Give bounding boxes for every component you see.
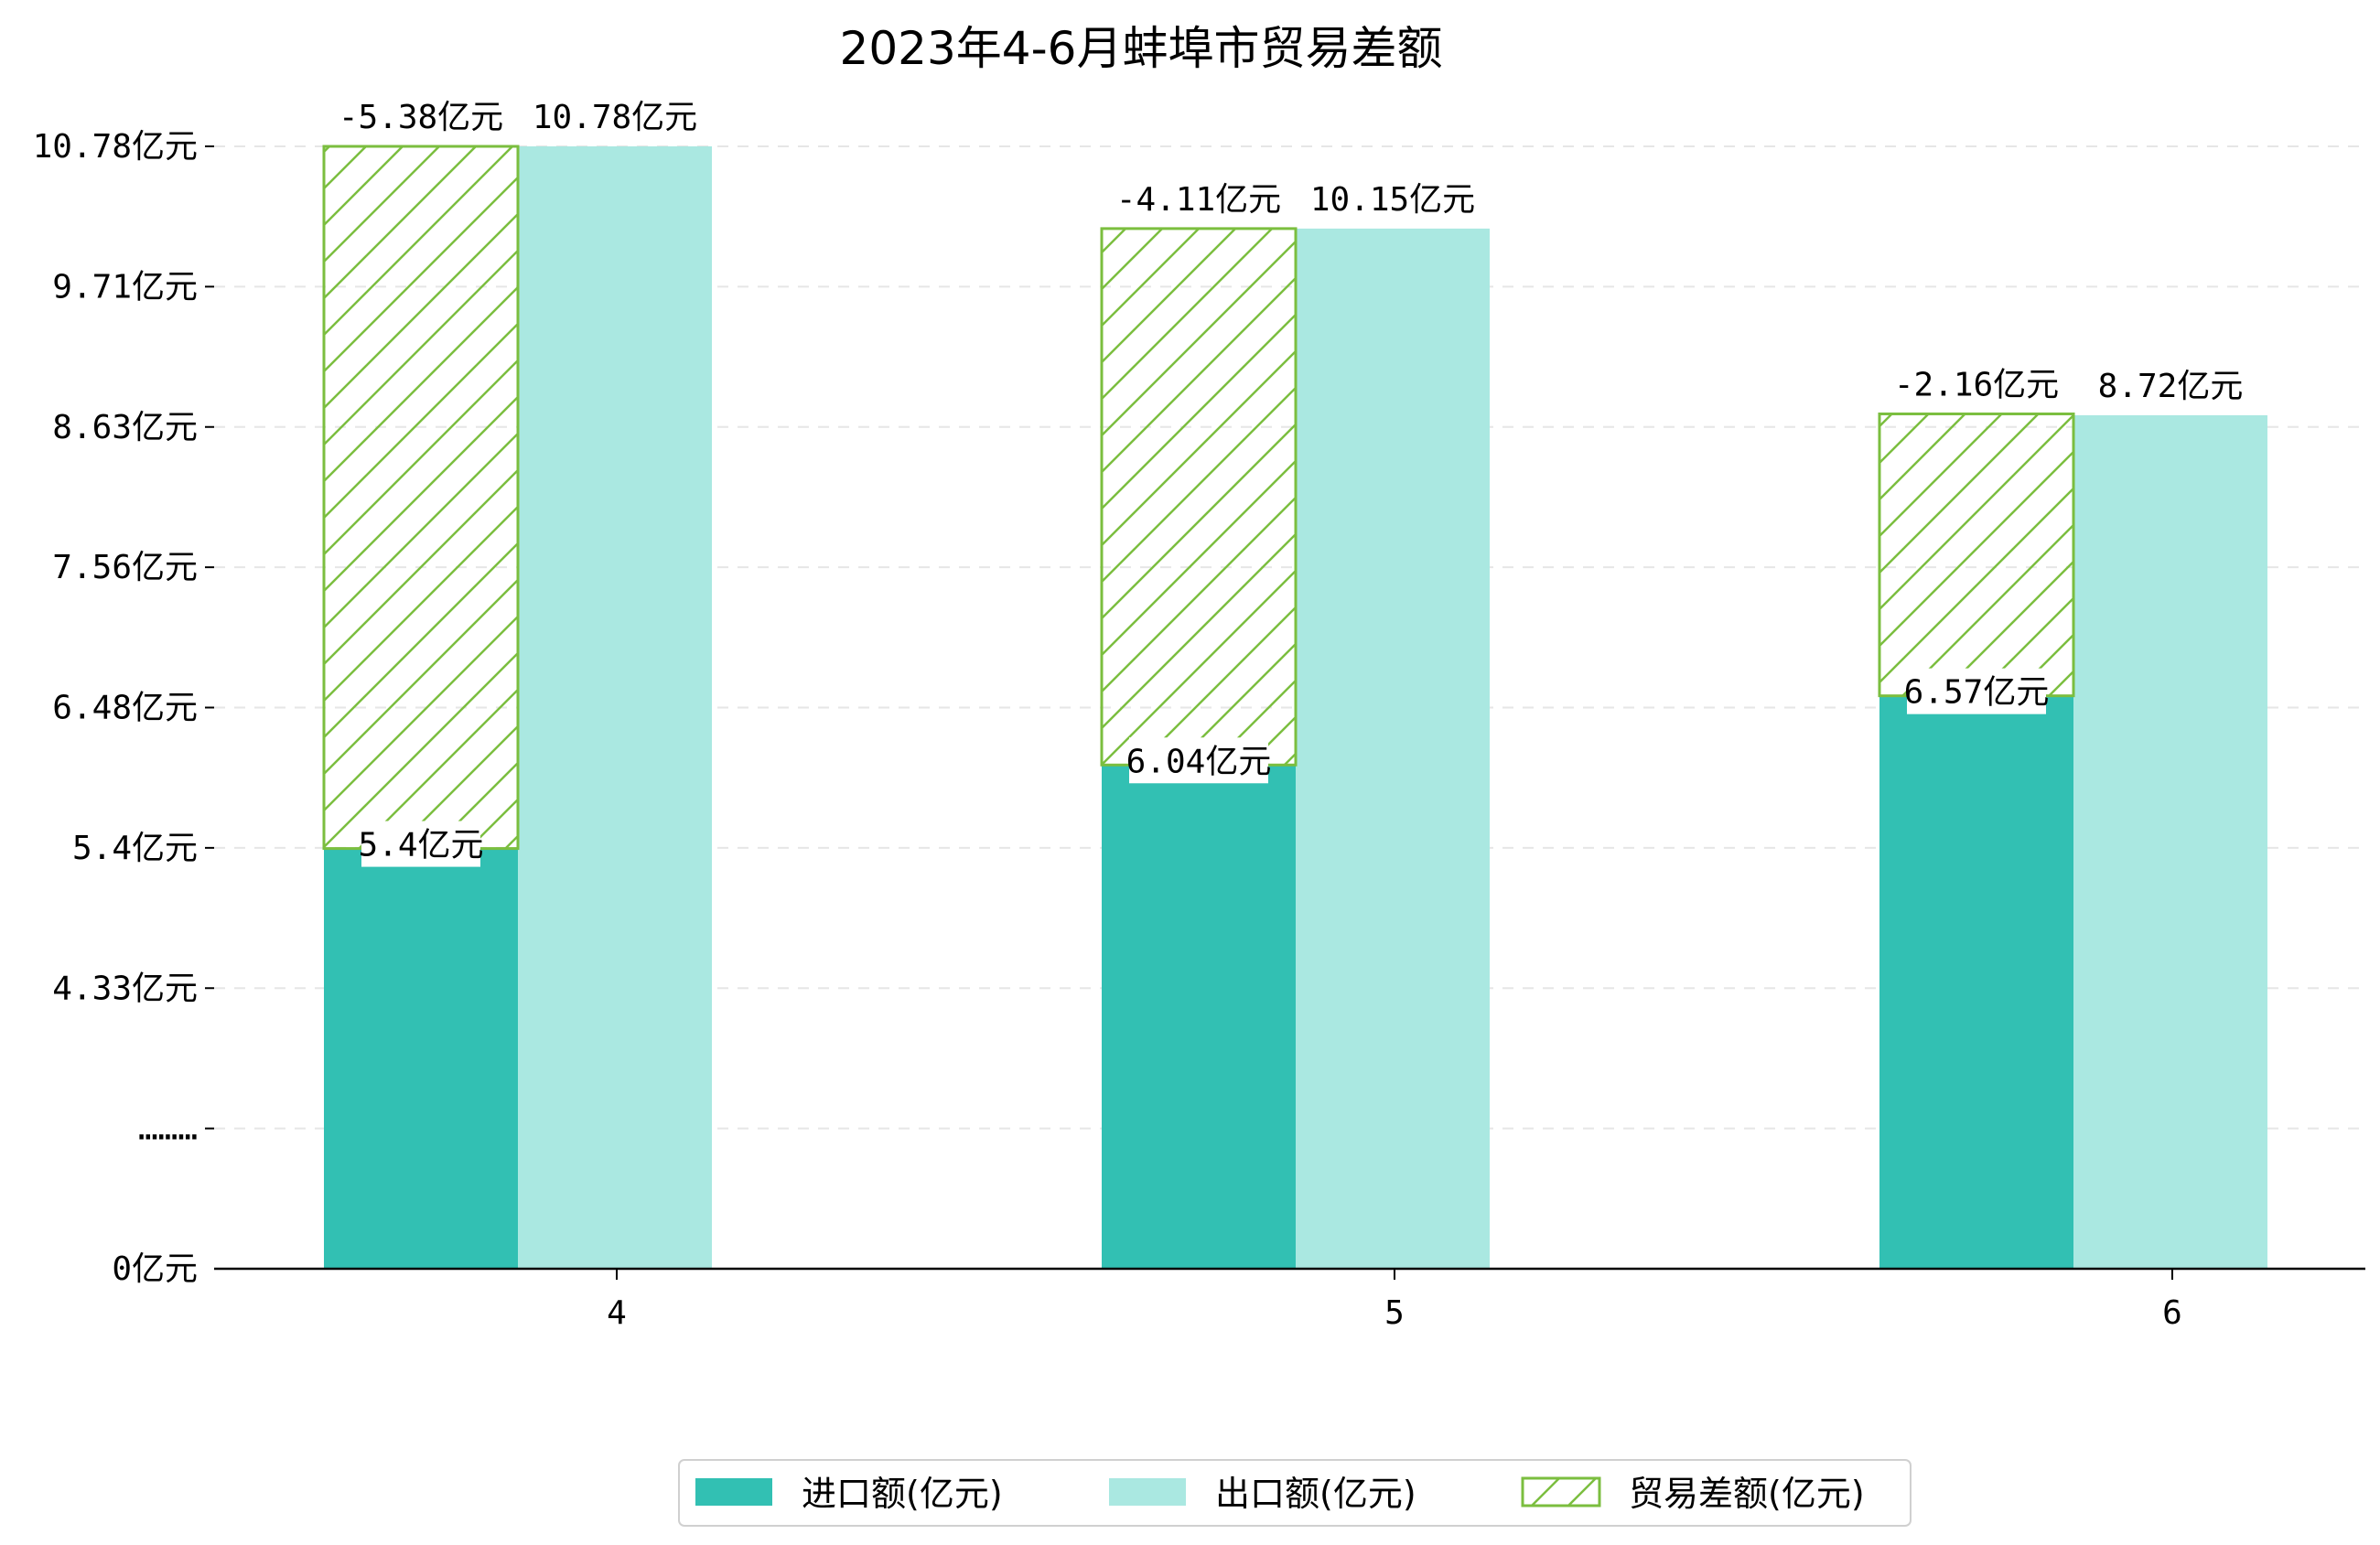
import-value-label: 6.04亿元 [1126, 743, 1272, 780]
balance-value-label: -5.38亿元 [339, 99, 503, 136]
legend-label: 贸易差额(亿元) [1629, 1474, 1865, 1514]
y-tick-label: 5.4亿元 [72, 830, 198, 867]
y-tick-label: ……… [138, 1110, 198, 1148]
balance-bar [1100, 227, 1298, 767]
y-tick-label: 0亿元 [112, 1250, 198, 1288]
export-value-label: 10.78亿元 [533, 99, 697, 136]
y-tick-label: 7.56亿元 [52, 549, 198, 586]
export-value-label: 8.72亿元 [2098, 368, 2244, 405]
balance-value-label: -2.16亿元 [1894, 366, 2059, 403]
export-bar [1296, 228, 1490, 1269]
import-bar [324, 848, 518, 1269]
y-tick-label: 9.71亿元 [52, 268, 198, 306]
legend-swatch [1109, 1478, 1186, 1506]
balance-bar [322, 145, 520, 851]
import-value-label-box [1907, 668, 2046, 714]
y-tick-label: 4.33亿元 [52, 970, 198, 1007]
import-value-label: 6.57亿元 [1904, 674, 2050, 712]
legend-box [678, 1459, 1912, 1527]
axes: 0亿元 ……… 4.33亿元 5.4亿元 6.48亿元 7.56亿元 8.63亿元 9.71亿… [33, 128, 2365, 1332]
legend-label: 进口额(亿元) [802, 1474, 1003, 1514]
x-tick-label: 4 [607, 1294, 627, 1332]
import-bar [1879, 695, 2073, 1269]
x-tick-label: 6 [2162, 1294, 2182, 1332]
balance-value-label: -4.11亿元 [1116, 181, 1281, 219]
balance-value-label-box [1897, 360, 2056, 407]
export-bar [2073, 414, 2267, 1269]
bars [322, 145, 2267, 1269]
export-value-label: 10.15亿元 [1310, 181, 1475, 219]
legend-swatch [1521, 1476, 1601, 1507]
import-bar [1102, 765, 1296, 1269]
import-value-label-box [361, 821, 480, 867]
balance-bar [1878, 412, 2075, 698]
y-tick-label: 8.63亿元 [52, 409, 198, 446]
legend-label: 出口额(亿元) [1215, 1474, 1416, 1514]
export-value-label-box [2101, 361, 2240, 408]
import-value-label-box [1129, 737, 1268, 784]
import-value-label: 5.4亿元 [358, 827, 483, 864]
export-bar [518, 146, 712, 1269]
balance-value-label-box [1119, 175, 1278, 221]
x-tick-label: 5 [1384, 1294, 1405, 1332]
legend: 进口额(亿元) 出口额(亿元) 贸易差额(亿元) [678, 1459, 1912, 1527]
data-labels: 5.4亿元 10.78亿元 -5.38亿元 6.04亿元 10.15亿元 -4.11亿元 6… [339, 93, 2244, 867]
legend-swatch [695, 1478, 772, 1506]
export-value-label-box [535, 93, 695, 139]
export-value-label-box [1313, 175, 1472, 221]
chart-title: 2023年4-6月蚌埠市贸易差额 [840, 22, 1443, 75]
y-tick-label: 6.48亿元 [52, 690, 198, 727]
balance-value-label-box [341, 93, 501, 139]
y-tick-label: 10.78亿元 [33, 128, 198, 166]
